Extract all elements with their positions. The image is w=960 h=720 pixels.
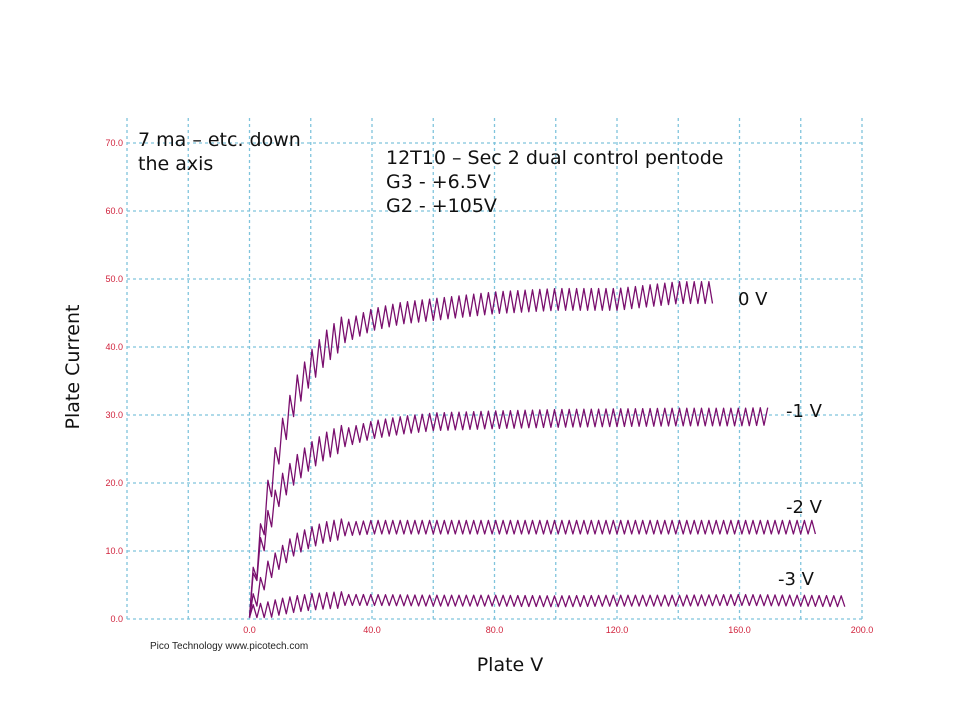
x-tick-labels: 0.0 40.0 80.0 120.0 160.0 200.0 [243, 625, 873, 635]
series-label-minus-3v: -3 V [778, 569, 814, 590]
y-tick-label: 40.0 [105, 342, 123, 352]
x-tick-label: 40.0 [363, 625, 381, 635]
y-tick-label: 20.0 [105, 478, 123, 488]
tube-note-line-1: 12T10 – Sec 2 dual control pentode [386, 147, 724, 169]
series-line-1 [248, 407, 769, 618]
tube-note-line-2: G3 - +6.5V [386, 171, 491, 193]
axis-note-line-1: 7 ma – etc. down [138, 129, 301, 151]
credit-text: Pico Technology www.picotech.com [150, 641, 309, 652]
y-tick-labels: 0.0 10.0 20.0 30.0 40.0 50.0 60.0 70.0 [105, 138, 123, 624]
y-tick-label: 30.0 [105, 410, 123, 420]
axis-note: 7 ma – etc. down the axis [138, 128, 301, 176]
tube-note-line-3: G2 - +105V [386, 195, 497, 217]
series-label-minus-2v: -2 V [786, 497, 822, 518]
x-tick-label: 80.0 [486, 625, 504, 635]
y-tick-label: 60.0 [105, 206, 123, 216]
grid-lines [126, 118, 863, 620]
y-axis-label: Plate Current [62, 304, 84, 430]
x-tick-label: 120.0 [606, 625, 629, 635]
y-tick-label: 50.0 [105, 274, 123, 284]
series-traces [248, 281, 846, 619]
axis-note-line-2: the axis [138, 153, 214, 175]
tube-note: 12T10 – Sec 2 dual control pentode G3 - … [386, 146, 723, 218]
x-tick-label: 0.0 [243, 625, 256, 635]
series-label-minus-1v: -1 V [786, 401, 822, 422]
x-axis-label: Plate V [476, 654, 544, 676]
y-tick-label: 0.0 [110, 614, 123, 624]
x-tick-label: 200.0 [851, 625, 874, 635]
series-line-2 [248, 518, 817, 618]
series-line-3 [248, 591, 846, 619]
x-tick-label: 160.0 [728, 625, 751, 635]
series-label-0v: 0 V [738, 289, 768, 310]
y-tick-label: 10.0 [105, 546, 123, 556]
y-tick-label: 70.0 [105, 138, 123, 148]
series-line-0 [248, 281, 714, 618]
